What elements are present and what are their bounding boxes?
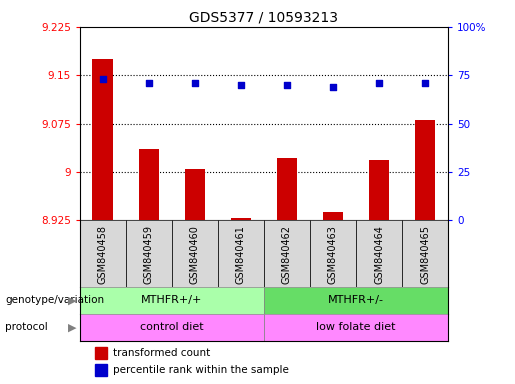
Bar bbox=[277, 158, 297, 220]
Bar bbox=[369, 160, 389, 220]
Text: GSM840462: GSM840462 bbox=[282, 225, 292, 285]
Point bbox=[237, 82, 245, 88]
Point bbox=[329, 84, 337, 90]
Bar bbox=[80, 220, 126, 286]
Bar bbox=[126, 220, 172, 286]
Bar bbox=[264, 220, 310, 286]
Bar bbox=[95, 364, 108, 376]
Bar bbox=[415, 120, 435, 220]
Bar bbox=[172, 220, 218, 286]
Bar bbox=[231, 218, 251, 220]
Bar bbox=[264, 286, 448, 314]
Point bbox=[421, 80, 429, 86]
Point bbox=[283, 82, 291, 88]
Bar bbox=[139, 149, 159, 220]
Text: GSM840463: GSM840463 bbox=[328, 225, 338, 284]
Bar bbox=[402, 220, 448, 286]
Bar bbox=[218, 220, 264, 286]
Text: percentile rank within the sample: percentile rank within the sample bbox=[113, 365, 289, 375]
Bar bbox=[264, 314, 448, 341]
Point bbox=[191, 80, 199, 86]
Title: GDS5377 / 10593213: GDS5377 / 10593213 bbox=[190, 10, 338, 24]
Bar bbox=[310, 220, 356, 286]
Bar bbox=[356, 220, 402, 286]
Text: protocol: protocol bbox=[5, 322, 48, 332]
Bar bbox=[80, 286, 264, 314]
Point bbox=[375, 80, 383, 86]
Text: control diet: control diet bbox=[140, 322, 204, 332]
Bar bbox=[322, 212, 344, 220]
Point bbox=[145, 80, 153, 86]
Bar bbox=[95, 347, 108, 359]
Text: GSM840464: GSM840464 bbox=[374, 225, 384, 284]
Text: MTHFR+/+: MTHFR+/+ bbox=[141, 295, 202, 305]
Text: GSM840461: GSM840461 bbox=[236, 225, 246, 284]
Text: GSM840459: GSM840459 bbox=[144, 225, 154, 285]
Text: GSM840465: GSM840465 bbox=[420, 225, 430, 285]
Text: low folate diet: low folate diet bbox=[316, 322, 396, 332]
Text: genotype/variation: genotype/variation bbox=[5, 295, 104, 305]
Text: GSM840458: GSM840458 bbox=[98, 225, 108, 285]
Text: transformed count: transformed count bbox=[113, 348, 210, 358]
Text: MTHFR+/-: MTHFR+/- bbox=[328, 295, 384, 305]
Text: ▶: ▶ bbox=[68, 295, 76, 305]
Bar bbox=[93, 59, 113, 220]
Bar bbox=[80, 314, 264, 341]
Point bbox=[99, 76, 107, 82]
Text: GSM840460: GSM840460 bbox=[190, 225, 200, 284]
Text: ▶: ▶ bbox=[68, 322, 76, 332]
Bar bbox=[184, 169, 205, 220]
